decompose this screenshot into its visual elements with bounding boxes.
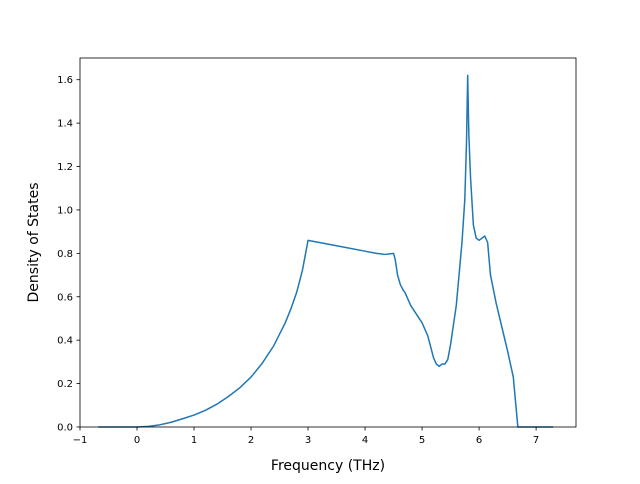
y-tick-label: 0.4	[57, 336, 73, 347]
y-axis-label: Density of States	[26, 183, 42, 303]
x-axis: −1 0 1 2 3 4 5 6 7	[73, 427, 539, 446]
y-tick-label: 1.0	[57, 205, 73, 216]
x-tick-label: 7	[533, 435, 539, 446]
y-tick-label: 0.0	[57, 423, 73, 434]
series-line-0	[98, 74, 554, 428]
y-tick-label: 1.2	[57, 162, 73, 173]
y-axis: 0.0 0.2 0.4 0.6 0.8 1.0 1.2 1.4 1.6	[57, 75, 80, 434]
y-tick-label: 1.4	[57, 119, 73, 130]
x-tick-label: 1	[191, 435, 197, 446]
x-tick-label: 2	[248, 435, 254, 446]
x-axis-label: Frequency (THz)	[271, 458, 385, 474]
x-tick-label: −1	[73, 435, 88, 446]
y-tick-label: 1.6	[57, 75, 73, 86]
y-tick-label: 0.6	[57, 292, 73, 303]
x-tick-label: 5	[419, 435, 425, 446]
x-tick-label: 4	[362, 435, 368, 446]
x-tick-label: 6	[476, 435, 482, 446]
x-tick-label: 3	[305, 435, 311, 446]
plot-frame	[79, 57, 577, 428]
x-tick-label: 0	[134, 435, 140, 446]
y-tick-label: 0.2	[57, 379, 73, 390]
series-layer	[98, 74, 554, 428]
y-tick-label: 0.8	[57, 249, 73, 260]
